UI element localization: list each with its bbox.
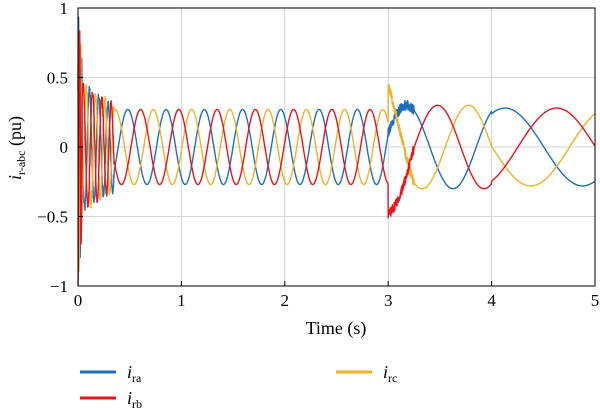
y-axis-unit: (pu) [5, 116, 26, 151]
y-tick-label: 1 [60, 0, 69, 18]
legend-item-irc: irc [336, 362, 397, 385]
legend-item-ira: ira [80, 362, 142, 385]
ticks: 0 1 2 3 4 5 −1 −0.5 0 0.5 1 [37, 0, 599, 310]
y-tick-label: −0.5 [37, 208, 68, 227]
series-layer [77, 16, 596, 286]
legend-item-irb: irb [80, 388, 142, 410]
legend-label-ira: ira [127, 362, 142, 385]
y-axis-title: ir-abc (pu) [5, 116, 28, 180]
x-tick-label: 0 [74, 291, 83, 310]
series-irc [77, 44, 596, 273]
y-tick-label: 0 [60, 138, 69, 157]
legend-label-irb: irb [127, 388, 142, 410]
series-irb [77, 30, 596, 286]
x-tick-label: 4 [487, 291, 496, 310]
y-axis-sub: r-abc [14, 151, 28, 175]
x-tick-label: 3 [384, 291, 393, 310]
y-axis-var: i [5, 175, 25, 180]
legend-label-irc: irc [383, 362, 397, 385]
x-axis-title: Time (s) [306, 318, 367, 339]
legend: ira irb irc [80, 362, 397, 410]
x-tick-label: 5 [591, 291, 600, 310]
y-tick-label: −1 [50, 277, 68, 296]
y-tick-label: 0.5 [47, 69, 68, 88]
x-tick-label: 1 [177, 291, 186, 310]
x-tick-label: 2 [281, 291, 290, 310]
series-ira [77, 16, 596, 259]
